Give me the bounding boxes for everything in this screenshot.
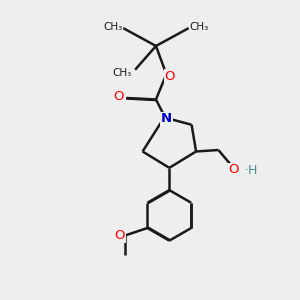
Text: CH₃: CH₃	[189, 22, 209, 32]
Text: CH₃: CH₃	[103, 22, 122, 32]
Text: O: O	[115, 229, 125, 242]
Text: ·H: ·H	[245, 164, 259, 177]
Text: O: O	[228, 164, 238, 176]
Text: CH₃: CH₃	[112, 68, 131, 78]
Text: N: N	[161, 112, 172, 125]
Text: O: O	[113, 90, 124, 103]
Text: O: O	[165, 70, 175, 83]
